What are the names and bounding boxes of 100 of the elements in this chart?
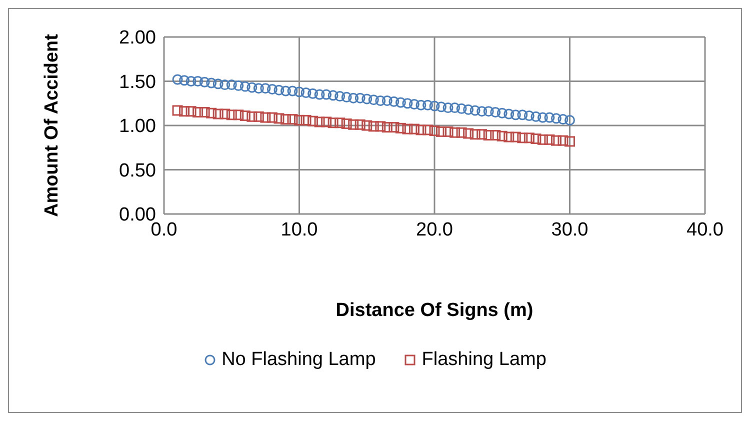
point [206, 78, 217, 88]
point [442, 102, 454, 114]
point [212, 78, 224, 90]
point [348, 119, 359, 130]
point [314, 116, 325, 128]
point [308, 116, 318, 126]
point [470, 129, 480, 140]
point [490, 130, 501, 140]
point [186, 106, 196, 117]
point [510, 110, 521, 120]
point [496, 130, 508, 142]
point [422, 124, 433, 136]
legend-label: No Flashing Lamp [222, 349, 376, 371]
point [375, 121, 386, 132]
point [246, 111, 258, 122]
point [388, 122, 400, 133]
point [517, 110, 528, 120]
point [422, 100, 433, 110]
point [266, 112, 278, 123]
x-tick-label: 40.0 [686, 219, 724, 240]
point [510, 132, 521, 142]
point [186, 76, 196, 86]
point [192, 106, 204, 118]
point [463, 128, 474, 139]
point [220, 108, 230, 120]
point [564, 136, 575, 147]
point [328, 90, 338, 101]
point [362, 94, 372, 104]
point [220, 80, 230, 90]
point [476, 106, 488, 117]
point [456, 103, 467, 114]
y-tick-label: 2.00 [119, 28, 156, 49]
point [354, 92, 366, 104]
point [368, 94, 379, 106]
point [408, 99, 420, 110]
point [550, 135, 562, 146]
point [490, 106, 501, 118]
point [483, 130, 494, 140]
point [476, 129, 488, 140]
point [348, 92, 359, 104]
y-axis-title: Amount Of Accident [42, 33, 63, 217]
point [537, 134, 548, 145]
point [408, 124, 420, 134]
point [240, 110, 250, 122]
point [368, 121, 379, 132]
point [294, 114, 304, 126]
point [172, 105, 183, 116]
point [429, 100, 440, 112]
point [395, 97, 406, 108]
point [416, 124, 426, 136]
point [294, 86, 304, 98]
point [300, 88, 312, 98]
point [483, 106, 494, 117]
point [544, 112, 555, 123]
point [463, 104, 474, 115]
point [266, 84, 278, 94]
x-tick-label: 10.0 [280, 219, 318, 240]
point [402, 98, 413, 109]
x-axis-title: Distance Of Signs (m) [336, 300, 534, 321]
x-tick-label: 30.0 [551, 219, 588, 240]
point [314, 89, 325, 100]
point [496, 108, 508, 118]
point [341, 92, 352, 102]
point [537, 112, 548, 123]
point [429, 126, 440, 136]
point [388, 96, 400, 107]
point [300, 114, 312, 126]
point [382, 122, 392, 133]
point [253, 111, 264, 122]
point [354, 119, 366, 130]
point [253, 83, 264, 94]
point [334, 118, 346, 128]
point [517, 132, 528, 144]
point [199, 76, 210, 88]
point [233, 80, 244, 91]
point [321, 89, 332, 100]
point [402, 124, 413, 134]
point [280, 86, 291, 96]
point [233, 110, 244, 120]
point [450, 127, 460, 138]
point [436, 102, 447, 112]
point [212, 108, 224, 120]
point [308, 88, 318, 99]
point [530, 111, 542, 122]
point [328, 118, 338, 128]
point [564, 114, 575, 126]
point [341, 118, 352, 129]
point [172, 74, 183, 85]
point [179, 75, 190, 86]
point [280, 114, 291, 125]
point [226, 80, 237, 90]
point [382, 95, 392, 106]
point [504, 108, 514, 120]
point [274, 84, 284, 96]
point [436, 126, 447, 137]
point [199, 106, 210, 118]
point [530, 134, 542, 144]
point [246, 82, 258, 93]
point [192, 76, 204, 86]
point [558, 135, 568, 146]
